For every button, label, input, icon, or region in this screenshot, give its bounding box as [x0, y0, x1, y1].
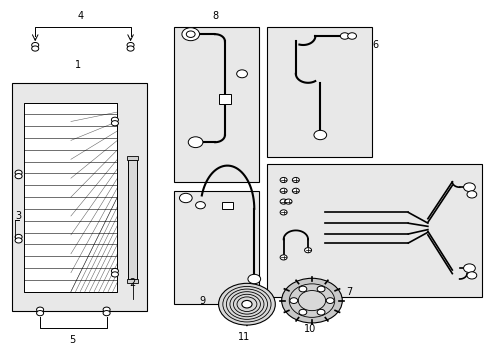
Circle shape [281, 278, 342, 323]
Circle shape [304, 248, 311, 253]
Circle shape [317, 309, 325, 315]
Circle shape [347, 33, 356, 39]
Circle shape [289, 284, 334, 318]
Bar [266, 27, 371, 157]
Text: 5: 5 [69, 335, 75, 345]
Circle shape [466, 191, 476, 198]
Circle shape [317, 286, 325, 292]
Circle shape [37, 311, 43, 316]
Bar [24, 103, 117, 292]
Circle shape [15, 238, 22, 243]
Circle shape [179, 193, 192, 203]
Circle shape [111, 272, 118, 277]
Bar [173, 191, 259, 304]
Text: 1: 1 [75, 60, 81, 70]
Bar [221, 202, 233, 209]
Circle shape [242, 301, 251, 308]
Circle shape [218, 283, 275, 325]
Circle shape [127, 46, 134, 51]
Circle shape [298, 291, 325, 311]
Circle shape [340, 33, 348, 39]
Circle shape [103, 311, 110, 316]
Circle shape [32, 42, 39, 48]
Circle shape [188, 137, 203, 148]
Circle shape [285, 199, 291, 204]
Circle shape [280, 188, 286, 193]
Circle shape [292, 188, 299, 193]
Text: 10: 10 [304, 324, 316, 334]
Circle shape [466, 272, 476, 279]
Circle shape [325, 298, 333, 303]
Text: 2: 2 [129, 278, 135, 288]
Circle shape [313, 130, 326, 140]
Bar [218, 94, 231, 104]
Circle shape [15, 170, 22, 175]
Circle shape [127, 42, 134, 48]
Text: 9: 9 [199, 296, 204, 306]
Circle shape [292, 177, 299, 183]
Circle shape [182, 28, 199, 41]
Bar [173, 27, 259, 182]
Text: 3: 3 [16, 211, 21, 221]
Circle shape [32, 46, 39, 51]
Circle shape [280, 199, 286, 204]
Bar [127, 279, 138, 283]
Circle shape [111, 121, 118, 126]
Bar [127, 156, 138, 160]
Circle shape [289, 298, 297, 303]
Bar [12, 83, 146, 311]
Bar [266, 164, 481, 297]
Text: 6: 6 [372, 40, 378, 50]
Text: 7: 7 [346, 287, 352, 297]
Circle shape [37, 307, 43, 312]
Circle shape [111, 269, 118, 274]
Circle shape [236, 70, 247, 78]
Circle shape [195, 202, 205, 209]
Bar [128, 160, 137, 279]
Circle shape [463, 183, 474, 192]
Circle shape [103, 307, 110, 312]
Circle shape [280, 177, 286, 183]
Circle shape [111, 117, 118, 122]
Circle shape [15, 234, 22, 239]
Circle shape [298, 286, 306, 292]
Circle shape [15, 174, 22, 179]
Circle shape [463, 264, 474, 273]
Circle shape [298, 309, 306, 315]
Circle shape [247, 274, 260, 284]
Circle shape [280, 210, 286, 215]
Text: 11: 11 [238, 332, 250, 342]
Text: 8: 8 [212, 11, 218, 21]
Text: 4: 4 [78, 11, 83, 21]
Circle shape [280, 255, 286, 260]
Circle shape [186, 31, 195, 37]
